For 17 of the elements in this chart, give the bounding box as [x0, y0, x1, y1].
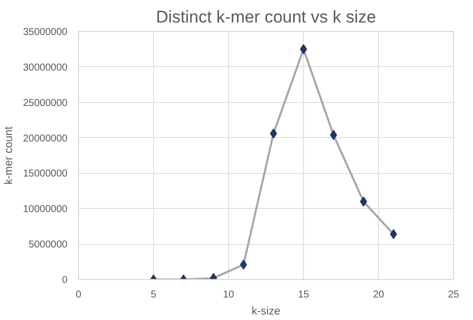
y-tick-label: 5000000 — [28, 240, 68, 251]
x-tick-label: 10 — [222, 290, 234, 300]
y-tick-label: 10000000 — [23, 204, 68, 216]
y-tick-label: 15000000 — [23, 168, 68, 180]
x-axis-title: k-size — [252, 306, 280, 318]
x-tick-label: 25 — [448, 290, 460, 300]
y-tick-label: 0 — [62, 275, 68, 286]
y-tick-label: 25000000 — [23, 98, 68, 109]
y-axis-title: k-mer count — [3, 126, 16, 185]
y-tick-label: 35000000 — [23, 27, 68, 38]
x-tick-label: 5 — [150, 290, 157, 300]
x-tick-label: 15 — [298, 290, 310, 300]
chart-title: Distinct k-mer count vs k size — [156, 8, 376, 26]
y-tick-label: 30000000 — [23, 62, 68, 74]
y-tick-label: 20000000 — [23, 133, 68, 144]
x-tick-label: 20 — [372, 290, 384, 300]
x-tick-label: 0 — [76, 290, 82, 300]
